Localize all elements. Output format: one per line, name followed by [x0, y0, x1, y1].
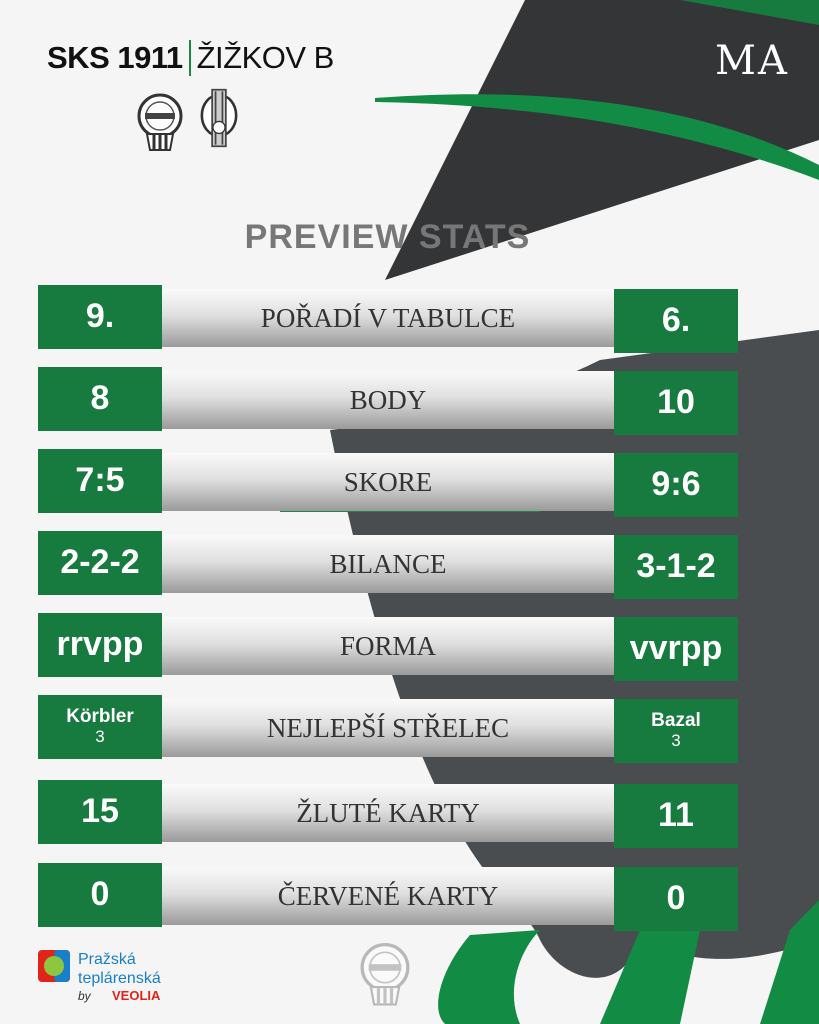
sponsor-brand: VEOLIA	[112, 988, 161, 1003]
sponsor-name: Pražská teplárenská	[78, 950, 161, 988]
away-value-box: Bazal 3	[614, 699, 738, 763]
home-value: 7:5	[38, 449, 162, 513]
stat-row: BILANCE 2-2-2 3-1-2	[38, 531, 738, 599]
sponsor-logo-icon	[38, 950, 70, 982]
away-team-name: ŽIŽKOV B	[196, 40, 335, 75]
home-value: 8	[38, 367, 162, 431]
stat-row: BODY 8 10	[38, 367, 738, 435]
away-value: 11	[614, 784, 738, 848]
away-value: 10	[614, 371, 738, 435]
away-value: 3-1-2	[614, 535, 738, 599]
stat-row: SKORE 7:5 9:6	[38, 449, 738, 517]
away-value: vvrpp	[614, 617, 738, 681]
stat-label: BODY	[158, 371, 618, 429]
stat-row: NEJLEPŠÍ STŘELEC Körbler 3 Bazal 3	[38, 695, 738, 763]
away-value: 6.	[614, 289, 738, 353]
stat-label: ČERVENÉ KARTY	[158, 867, 618, 925]
away-value: 9:6	[614, 453, 738, 517]
sponsor-line1: Pražská	[78, 951, 136, 968]
home-scorer-goals: 3	[95, 727, 105, 747]
away-scorer-name: Bazal	[651, 710, 701, 732]
home-scorer-name: Körbler	[66, 706, 134, 728]
home-value: 0	[38, 863, 162, 927]
away-scorer-goals: 3	[671, 731, 681, 751]
stat-label: POŘADÍ V TABULCE	[158, 289, 618, 347]
corner-mark: MA	[715, 38, 789, 84]
home-value: 9.	[38, 285, 162, 349]
stat-label: FORMA	[158, 617, 618, 675]
home-value: rrvpp	[38, 613, 162, 677]
home-team-name: SKS 1911	[47, 40, 183, 75]
away-club-logo	[200, 88, 238, 148]
watermark-club-logo	[360, 943, 410, 1006]
sponsor-line2: teplárenská	[78, 970, 161, 987]
stat-label: BILANCE	[158, 535, 618, 593]
home-value: 15	[38, 780, 162, 844]
home-club-logo	[137, 93, 183, 151]
away-value: 0	[614, 867, 738, 931]
match-title: SKS 1911 ŽIŽKOV B	[47, 40, 334, 76]
stat-label: NEJLEPŠÍ STŘELEC	[158, 699, 618, 757]
stat-row: ŽLUTÉ KARTY 15 11	[38, 780, 738, 848]
stat-row: FORMA rrvpp vvrpp	[38, 613, 738, 681]
sponsor-by: by	[78, 989, 91, 1003]
home-value-box: Körbler 3	[38, 695, 162, 759]
title-divider	[188, 40, 191, 76]
page-heading: PREVIEW STATS	[244, 218, 531, 256]
stat-row: ČERVENÉ KARTY 0 0	[38, 863, 738, 931]
stat-row: POŘADÍ V TABULCE 9. 6.	[38, 285, 738, 353]
stat-label: SKORE	[158, 453, 618, 511]
home-value: 2-2-2	[38, 531, 162, 595]
stat-label: ŽLUTÉ KARTY	[158, 784, 618, 842]
